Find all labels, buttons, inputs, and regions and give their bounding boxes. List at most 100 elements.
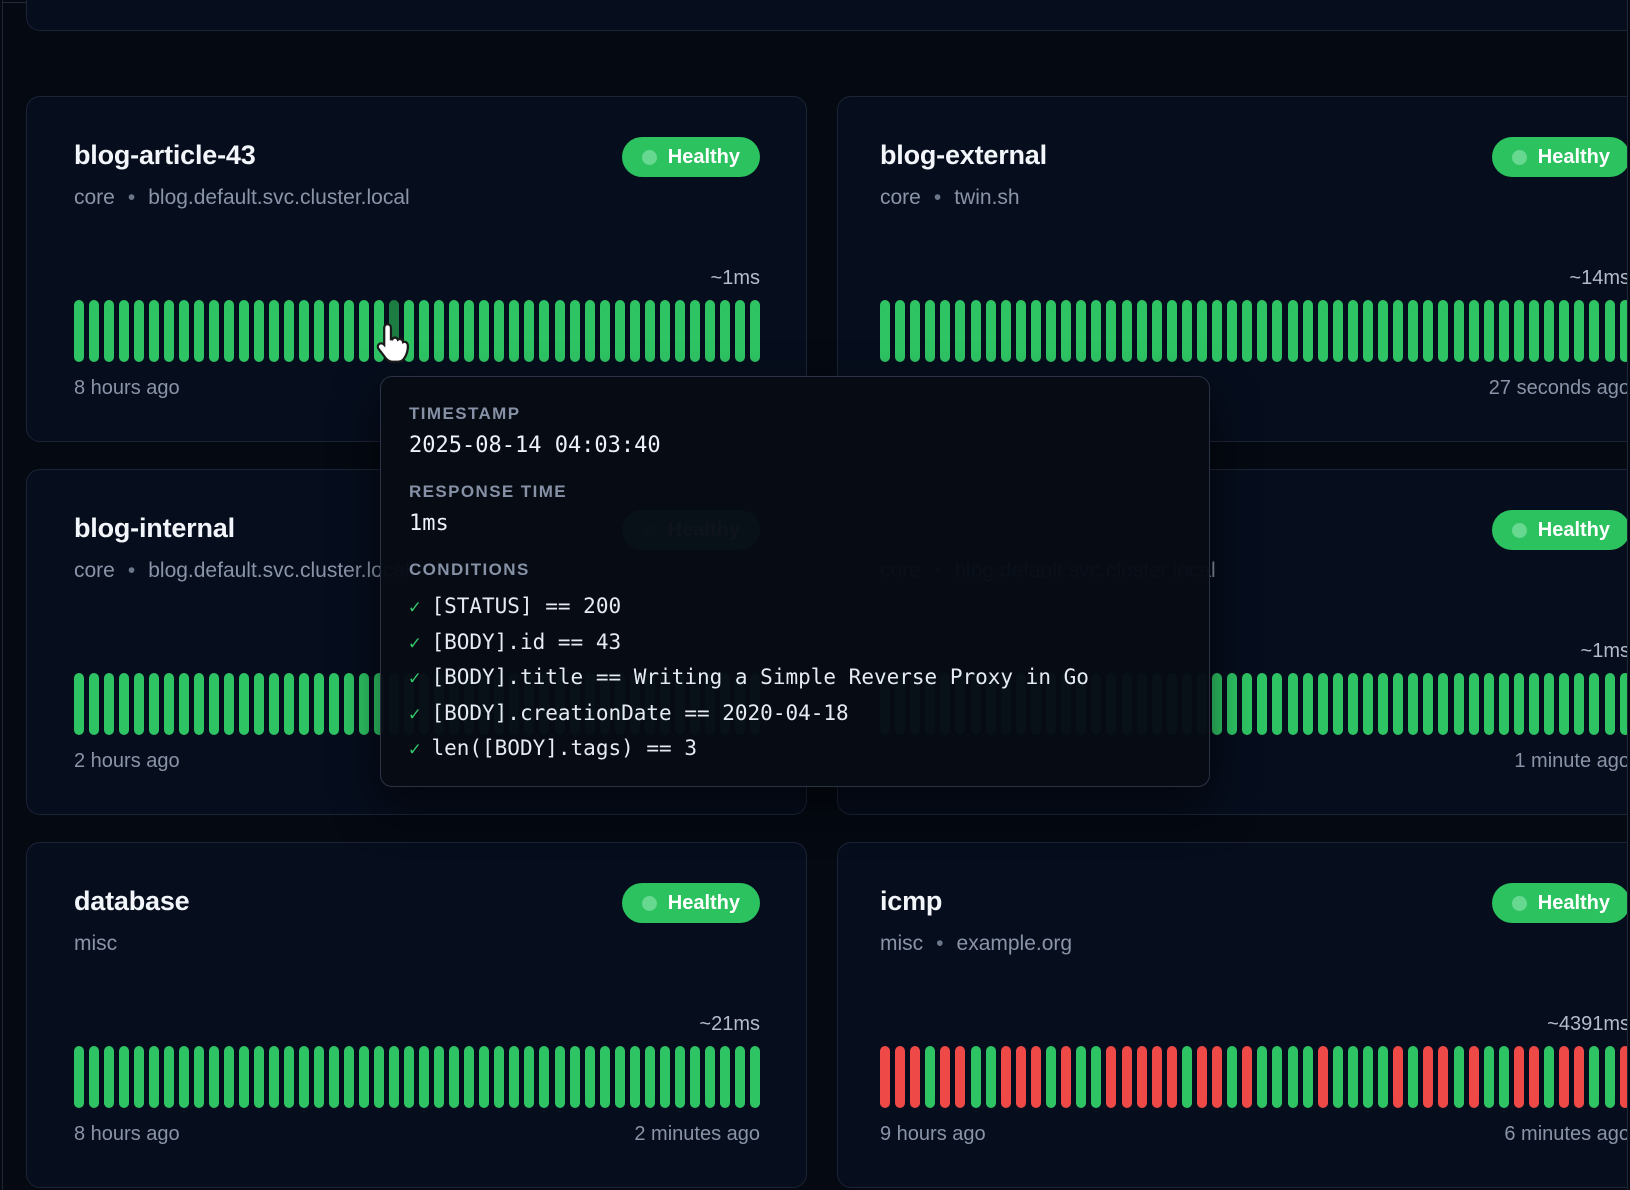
health-bar[interactable]: [955, 1046, 965, 1108]
health-bar[interactable]: [705, 1046, 715, 1108]
health-bar[interactable]: [690, 300, 700, 362]
health-bar[interactable]: [449, 300, 459, 362]
health-bar[interactable]: [119, 300, 129, 362]
health-bar[interactable]: [359, 300, 369, 362]
health-bar[interactable]: [209, 673, 219, 735]
health-bar[interactable]: [600, 300, 610, 362]
health-bar[interactable]: [1016, 1046, 1026, 1108]
health-bar[interactable]: [1469, 673, 1479, 735]
health-bar[interactable]: [1167, 300, 1177, 362]
health-bar[interactable]: [1106, 300, 1116, 362]
health-bar[interactable]: [1046, 1046, 1056, 1108]
health-bar[interactable]: [464, 300, 474, 362]
health-bar[interactable]: [880, 1046, 890, 1108]
health-bar[interactable]: [269, 673, 279, 735]
health-bar[interactable]: [1574, 300, 1584, 362]
health-bar[interactable]: [1076, 300, 1086, 362]
health-bar[interactable]: [895, 300, 905, 362]
health-bar[interactable]: [1031, 1046, 1041, 1108]
health-bar[interactable]: [1605, 1046, 1615, 1108]
health-bar[interactable]: [1257, 1046, 1267, 1108]
health-bar[interactable]: [1499, 673, 1509, 735]
health-bar[interactable]: [986, 1046, 996, 1108]
health-bar[interactable]: [570, 300, 580, 362]
health-bar[interactable]: [209, 300, 219, 362]
health-bar[interactable]: [940, 1046, 950, 1108]
health-bar[interactable]: [404, 1046, 414, 1108]
health-bar[interactable]: [284, 673, 294, 735]
health-bar[interactable]: [1393, 673, 1403, 735]
health-bar[interactable]: [555, 300, 565, 362]
health-bar[interactable]: [1529, 673, 1539, 735]
health-bar[interactable]: [735, 1046, 745, 1108]
health-bar[interactable]: [329, 673, 339, 735]
health-bar[interactable]: [224, 300, 234, 362]
health-bar[interactable]: [1393, 300, 1403, 362]
health-bar[interactable]: [1318, 300, 1328, 362]
health-bar[interactable]: [149, 300, 159, 362]
health-bar[interactable]: [1182, 300, 1192, 362]
health-bar[interactable]: [314, 1046, 324, 1108]
health-bar[interactable]: [615, 1046, 625, 1108]
health-bar[interactable]: [389, 1046, 399, 1108]
health-bar[interactable]: [374, 1046, 384, 1108]
health-bar[interactable]: [239, 300, 249, 362]
health-bar[interactable]: [1378, 1046, 1388, 1108]
health-bar[interactable]: [1438, 673, 1448, 735]
health-bar[interactable]: [419, 300, 429, 362]
health-bar[interactable]: [955, 300, 965, 362]
health-bar[interactable]: [585, 300, 595, 362]
health-bar[interactable]: [299, 1046, 309, 1108]
health-bar[interactable]: [1031, 300, 1041, 362]
health-bar[interactable]: [1303, 1046, 1313, 1108]
health-bar[interactable]: [690, 1046, 700, 1108]
endpoint-card[interactable]: database Healthy misc ~21ms 8 hours ago …: [26, 842, 807, 1188]
health-bar[interactable]: [134, 673, 144, 735]
health-bar[interactable]: [1469, 300, 1479, 362]
health-bar[interactable]: [1318, 1046, 1328, 1108]
health-bar[interactable]: [1046, 300, 1056, 362]
health-bar[interactable]: [1197, 1046, 1207, 1108]
health-bar[interactable]: [434, 1046, 444, 1108]
health-bar[interactable]: [314, 673, 324, 735]
health-bar[interactable]: [1378, 300, 1388, 362]
health-bar[interactable]: [434, 300, 444, 362]
health-bar[interactable]: [509, 1046, 519, 1108]
health-bar[interactable]: [1061, 1046, 1071, 1108]
health-bar[interactable]: [1167, 1046, 1177, 1108]
health-bar[interactable]: [449, 1046, 459, 1108]
health-bar[interactable]: [239, 1046, 249, 1108]
health-bar[interactable]: [1559, 300, 1569, 362]
health-bar[interactable]: [1620, 1046, 1628, 1108]
health-bar[interactable]: [1152, 300, 1162, 362]
health-bar[interactable]: [119, 1046, 129, 1108]
health-bar[interactable]: [1620, 300, 1628, 362]
health-bar[interactable]: [1363, 300, 1373, 362]
health-bar[interactable]: [1514, 300, 1524, 362]
health-bar[interactable]: [1363, 1046, 1373, 1108]
health-bar[interactable]: [1620, 673, 1628, 735]
health-bar[interactable]: [1454, 1046, 1464, 1108]
health-bar[interactable]: [1499, 1046, 1509, 1108]
health-bar[interactable]: [1212, 673, 1222, 735]
health-bar[interactable]: [1423, 673, 1433, 735]
health-bar[interactable]: [494, 1046, 504, 1108]
health-bar[interactable]: [89, 300, 99, 362]
health-bar[interactable]: [1423, 300, 1433, 362]
health-bar[interactable]: [1484, 1046, 1494, 1108]
health-bar[interactable]: [1212, 300, 1222, 362]
health-bar[interactable]: [1091, 300, 1101, 362]
health-bar[interactable]: [1408, 673, 1418, 735]
health-bar[interactable]: [1514, 673, 1524, 735]
health-bar[interactable]: [284, 300, 294, 362]
health-bar[interactable]: [1574, 673, 1584, 735]
health-bar[interactable]: [1559, 673, 1569, 735]
health-bar[interactable]: [539, 1046, 549, 1108]
health-bar[interactable]: [1137, 1046, 1147, 1108]
health-bar[interactable]: [299, 673, 309, 735]
health-bar[interactable]: [74, 673, 84, 735]
health-bar[interactable]: [1605, 673, 1615, 735]
health-bar[interactable]: [254, 673, 264, 735]
health-bar[interactable]: [89, 1046, 99, 1108]
health-bar[interactable]: [925, 1046, 935, 1108]
